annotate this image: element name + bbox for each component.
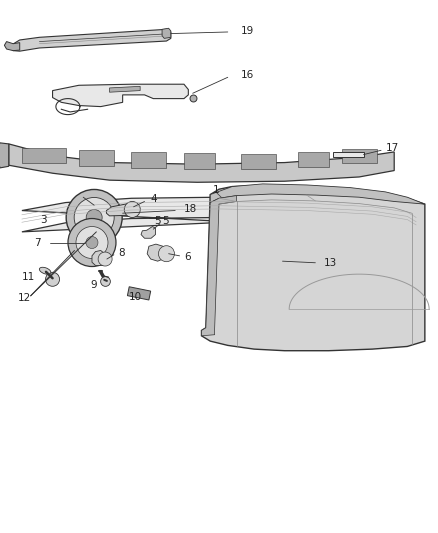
- Polygon shape: [9, 144, 394, 182]
- Bar: [298, 200, 324, 208]
- Polygon shape: [110, 86, 140, 92]
- Text: 6: 6: [184, 253, 191, 262]
- Text: 11: 11: [22, 272, 35, 282]
- Polygon shape: [211, 215, 227, 231]
- Text: 3: 3: [40, 215, 47, 225]
- Circle shape: [159, 246, 174, 262]
- Polygon shape: [141, 227, 155, 238]
- Polygon shape: [11, 29, 171, 51]
- Bar: [184, 153, 215, 169]
- Polygon shape: [201, 196, 237, 336]
- Bar: [79, 150, 114, 166]
- Text: 19: 19: [241, 27, 254, 36]
- Bar: [74, 201, 101, 209]
- Polygon shape: [210, 184, 425, 204]
- Polygon shape: [22, 197, 416, 232]
- Polygon shape: [0, 143, 9, 168]
- Text: 5: 5: [162, 216, 169, 226]
- Bar: [333, 152, 364, 157]
- Circle shape: [66, 189, 122, 246]
- Polygon shape: [245, 264, 285, 274]
- Text: 13: 13: [324, 258, 337, 268]
- Polygon shape: [267, 251, 285, 269]
- Polygon shape: [53, 84, 188, 107]
- Text: 4: 4: [150, 194, 157, 204]
- Text: 17: 17: [385, 143, 399, 153]
- Text: 9: 9: [91, 280, 98, 290]
- Polygon shape: [147, 244, 166, 261]
- Bar: [22, 148, 66, 163]
- Circle shape: [98, 252, 112, 266]
- Text: 7: 7: [34, 238, 41, 247]
- Text: 18: 18: [184, 205, 197, 214]
- Text: 1: 1: [212, 185, 219, 195]
- Circle shape: [86, 237, 98, 248]
- Circle shape: [74, 197, 114, 238]
- Circle shape: [76, 227, 108, 259]
- Bar: [298, 152, 328, 167]
- Text: 8: 8: [118, 248, 125, 257]
- Circle shape: [68, 219, 116, 266]
- Polygon shape: [92, 251, 107, 265]
- Circle shape: [46, 272, 60, 286]
- Bar: [342, 149, 377, 163]
- Circle shape: [124, 201, 140, 217]
- Text: 16: 16: [241, 70, 254, 79]
- Text: 5: 5: [154, 216, 161, 226]
- Polygon shape: [106, 204, 132, 216]
- Circle shape: [86, 209, 102, 225]
- Bar: [131, 152, 166, 168]
- Text: 12: 12: [18, 294, 31, 303]
- Polygon shape: [162, 28, 171, 38]
- Text: 10: 10: [129, 293, 142, 302]
- Ellipse shape: [39, 267, 51, 274]
- Polygon shape: [201, 185, 425, 351]
- Polygon shape: [4, 42, 20, 51]
- Bar: [241, 154, 276, 169]
- Bar: [127, 287, 151, 300]
